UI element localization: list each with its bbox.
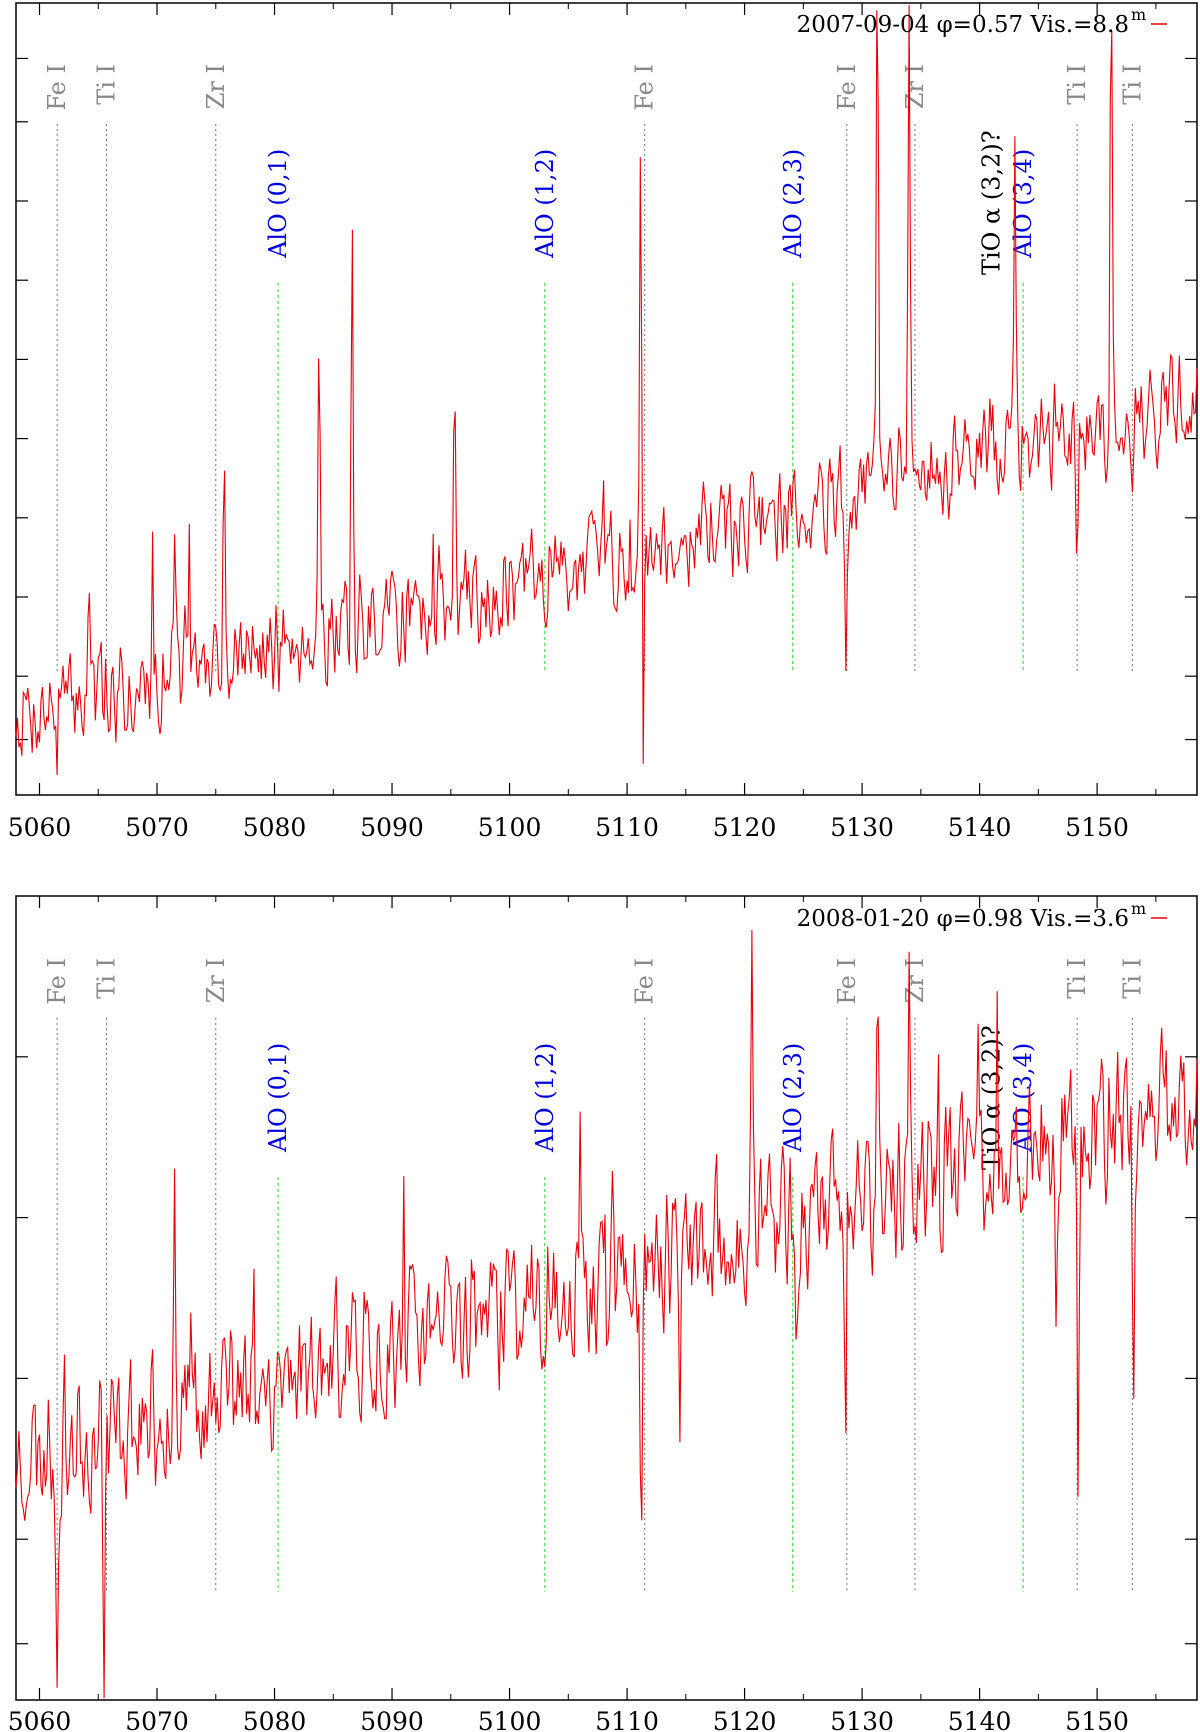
band-annotation-label: TiO α (3,2)? xyxy=(977,130,1005,275)
molecular-band-label: AlO (1,2) xyxy=(531,1043,559,1153)
spectrum-series-line xyxy=(15,4,1198,776)
spectrum-series-line xyxy=(15,929,1198,1699)
atomic-line-label: Zr I xyxy=(202,64,230,109)
atomic-line-label: Ti I xyxy=(1118,958,1146,999)
molecular-band-label: AlO (3,4) xyxy=(1009,149,1037,259)
x-tick-label: 5130 xyxy=(830,813,894,842)
x-tick-label: 5090 xyxy=(360,813,424,842)
x-tick-label: 5110 xyxy=(595,1707,659,1732)
molecular-band-label: AlO (3,4) xyxy=(1009,1043,1037,1153)
x-tick-label: 5140 xyxy=(948,1707,1012,1732)
molecular-band-label: AlO (0,1) xyxy=(264,149,292,259)
x-tick-label: 5060 xyxy=(8,1707,72,1732)
x-tick-label: 5100 xyxy=(478,1707,542,1732)
atomic-line-label: Fe I xyxy=(43,958,71,1005)
x-tick-label: 5060 xyxy=(8,813,72,842)
atomic-line-label: Zr I xyxy=(901,64,929,109)
legend-label: 2008-01-20 φ=0.98 Vis.=3.6 xyxy=(797,906,1129,932)
atomic-line-label: Zr I xyxy=(202,958,230,1003)
x-tick-label: 5070 xyxy=(125,813,189,842)
atomic-line-label: Ti I xyxy=(92,958,120,999)
x-tick-label: 5080 xyxy=(243,813,307,842)
legend-label: 2007-09-04 φ=0.57 Vis.=8.8 xyxy=(797,12,1129,38)
legend-superscript: m xyxy=(1131,899,1146,918)
atomic-line-label: Ti I xyxy=(1118,64,1146,105)
molecular-band-label: AlO (1,2) xyxy=(531,149,559,259)
atomic-line-label: Fe I xyxy=(833,64,861,111)
chart-panel-1: 5060 5070 5080 5090 5100 5110 5120 5130 5140 5150… xyxy=(8,2,1198,842)
atomic-line-label: Ti I xyxy=(1063,64,1091,105)
x-tick-label: 5140 xyxy=(948,813,1012,842)
molecular-band-label: AlO (2,3) xyxy=(779,1043,807,1153)
x-tick-label: 5120 xyxy=(713,813,777,842)
x-tick-label: 5120 xyxy=(713,1707,777,1732)
atomic-line-label: Ti I xyxy=(92,64,120,105)
atomic-line-label: Fe I xyxy=(631,64,659,111)
molecular-band-label: AlO (0,1) xyxy=(264,1043,292,1153)
x-tick-label: 5110 xyxy=(595,813,659,842)
x-tick-label: 5070 xyxy=(125,1707,189,1732)
atomic-line-label: Zr I xyxy=(901,958,929,1003)
atomic-line-label: Fe I xyxy=(43,64,71,111)
legend-superscript: m xyxy=(1131,5,1146,24)
x-tick-label: 5100 xyxy=(478,813,542,842)
chart-panel-2: 5060 5070 5080 5090 5100 5110 5120 5130 5140 5150… xyxy=(8,895,1198,1732)
x-tick-label: 5150 xyxy=(1065,1707,1129,1732)
plot-frame xyxy=(15,2,1198,796)
plot-frame xyxy=(15,895,1198,1701)
x-tick-label: 5150 xyxy=(1065,813,1129,842)
x-tick-label: 5090 xyxy=(360,1707,424,1732)
atomic-line-label: Fe I xyxy=(631,958,659,1005)
molecular-band-label: AlO (2,3) xyxy=(779,149,807,259)
x-tick-label: 5080 xyxy=(243,1707,307,1732)
atomic-line-label: Ti I xyxy=(1063,958,1091,999)
atomic-line-label: Fe I xyxy=(833,958,861,1005)
x-tick-label: 5130 xyxy=(830,1707,894,1732)
